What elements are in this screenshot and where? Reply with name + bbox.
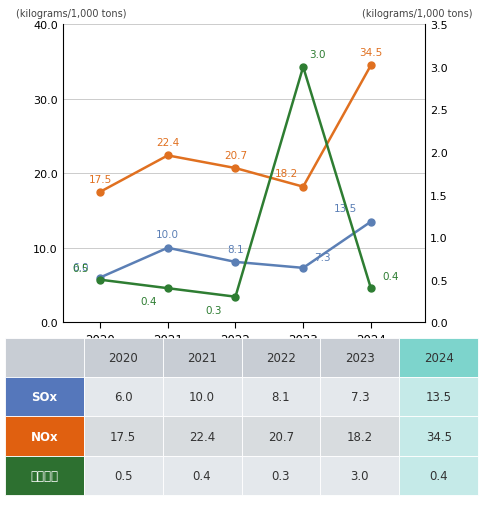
- Text: 13.5: 13.5: [334, 204, 357, 214]
- Text: 6.0: 6.0: [114, 390, 132, 403]
- Text: 2022: 2022: [266, 351, 296, 365]
- Text: 34.5: 34.5: [426, 430, 452, 443]
- Text: 10.0: 10.0: [189, 390, 215, 403]
- Text: 0.4: 0.4: [429, 469, 448, 482]
- Text: 13.5: 13.5: [426, 390, 452, 403]
- Text: 18.2: 18.2: [275, 169, 298, 179]
- Text: 20.7: 20.7: [224, 150, 247, 161]
- Text: 17.5: 17.5: [88, 174, 112, 184]
- Text: 0.4: 0.4: [193, 469, 212, 482]
- Text: (kilograms/1,000 tons): (kilograms/1,000 tons): [362, 9, 472, 19]
- Text: 2023: 2023: [345, 351, 375, 365]
- Text: 3.0: 3.0: [309, 49, 325, 60]
- Text: 0.5: 0.5: [72, 263, 89, 273]
- Text: 18.2: 18.2: [347, 430, 373, 443]
- Text: SOx: SOx: [31, 390, 57, 403]
- Text: 0.5: 0.5: [114, 469, 132, 482]
- Text: 8.1: 8.1: [227, 244, 244, 254]
- Text: 10.0: 10.0: [156, 230, 179, 240]
- Text: 20.7: 20.7: [268, 430, 294, 443]
- Text: 2020: 2020: [108, 351, 138, 365]
- Text: 22.4: 22.4: [189, 430, 215, 443]
- Text: 34.5: 34.5: [359, 48, 383, 58]
- Text: 0.3: 0.3: [272, 469, 290, 482]
- Text: 0.4: 0.4: [140, 296, 156, 307]
- Text: 7.3: 7.3: [351, 390, 369, 403]
- Text: 2021: 2021: [187, 351, 217, 365]
- Text: 7.3: 7.3: [314, 253, 331, 263]
- Text: ばいじん: ばいじん: [30, 469, 58, 482]
- Text: 8.1: 8.1: [271, 390, 290, 403]
- Text: 0.3: 0.3: [205, 305, 222, 315]
- Text: 22.4: 22.4: [156, 138, 179, 148]
- Text: 0.4: 0.4: [382, 272, 398, 282]
- Text: 17.5: 17.5: [110, 430, 136, 443]
- Text: NOx: NOx: [30, 430, 58, 443]
- Text: (FY): (FY): [432, 342, 454, 352]
- Text: 2024: 2024: [424, 351, 454, 365]
- Text: (kilograms/1,000 tons): (kilograms/1,000 tons): [15, 9, 126, 19]
- Text: 3.0: 3.0: [351, 469, 369, 482]
- Text: 6.0: 6.0: [72, 263, 89, 273]
